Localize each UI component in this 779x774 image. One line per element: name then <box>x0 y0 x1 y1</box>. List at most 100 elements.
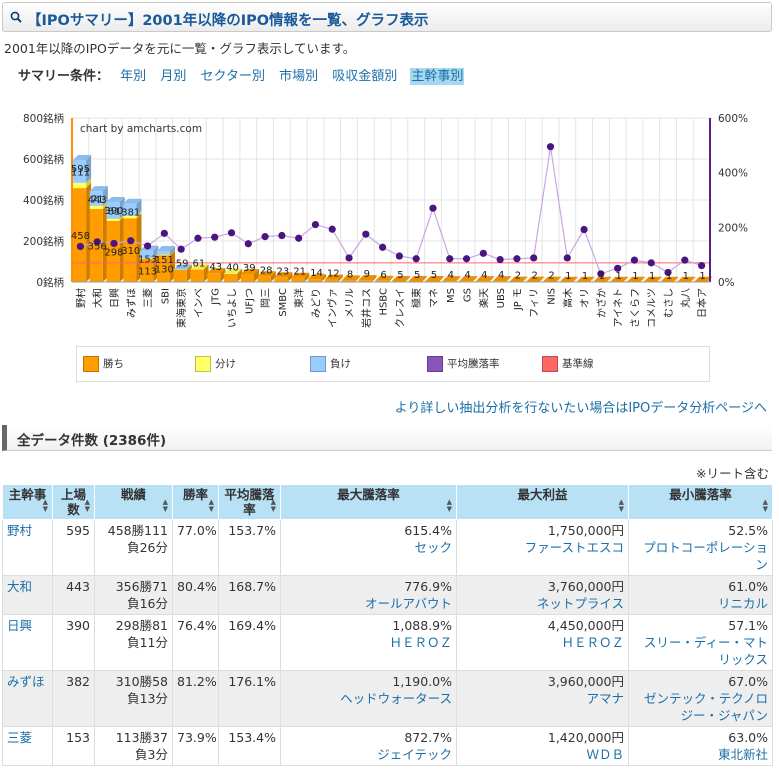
company-link[interactable]: アマナ <box>586 691 624 706</box>
bar-side <box>522 276 528 282</box>
bar-top <box>694 276 713 282</box>
bar-side <box>153 245 159 259</box>
underwriter-link[interactable]: 日興 <box>7 618 33 633</box>
legend-item-lose: 負け <box>310 356 351 372</box>
average-point <box>546 143 555 151</box>
sort-icon[interactable]: ▲ ▼ <box>446 498 452 513</box>
bar-segment <box>140 250 154 259</box>
bar-top <box>526 276 545 282</box>
average-point <box>93 238 101 246</box>
underwriter-link[interactable]: 大和 <box>7 579 33 594</box>
condition-link-absorb[interactable]: 吸収金額別 <box>332 69 398 84</box>
col-header-underwriter[interactable]: 主幹事 ▲ ▼ <box>2 484 53 520</box>
company-link[interactable]: 東北新社 <box>717 747 768 762</box>
max-rate-cell: 872.7% ジェイテック <box>280 726 457 766</box>
bar-total-label: 390 <box>104 206 123 217</box>
sort-icon[interactable]: ▲ ▼ <box>42 498 48 513</box>
bar-top <box>492 276 511 282</box>
col-header-record[interactable]: 戦績 ▲ ▼ <box>94 484 173 520</box>
bar-total-label: 9 <box>364 269 370 280</box>
underwriter-link[interactable]: 三菱 <box>7 730 33 745</box>
bar-top <box>610 276 629 282</box>
company-link[interactable]: プロトコーポレーション <box>643 540 768 572</box>
col-header-min-rate[interactable]: 最小騰落率 ▲ ▼ <box>628 484 773 520</box>
condition-link-sector[interactable]: セクター別 <box>200 69 265 84</box>
win-rate-cell: 77.0% <box>172 519 219 576</box>
summary-conditions: サマリー条件： 年別 月別 セクター別 市場別 吸収金額別 主幹事別 <box>18 65 472 85</box>
company-link[interactable]: ＷＤＢ <box>586 747 624 762</box>
bar-total-label: 1 <box>699 271 705 282</box>
bar-segment <box>173 269 187 282</box>
chart-credit: chart by amcharts.com <box>80 123 202 135</box>
col-header-max-profit[interactable]: 最大利益 ▲ ▼ <box>456 484 629 520</box>
company-link[interactable]: ＨＥＲＯＺ <box>561 635 624 650</box>
category-label: クレスイ <box>394 288 406 328</box>
average-point <box>328 225 336 233</box>
company-link[interactable]: ネットプライス <box>536 596 624 611</box>
bar-top <box>375 275 394 281</box>
company-link[interactable]: ファーストエスコ <box>524 540 624 555</box>
company-link[interactable]: スリー・ディー・マトリックス <box>643 635 768 667</box>
company-link[interactable]: ジェイテック <box>377 747 452 762</box>
company-link[interactable]: リニカル <box>717 596 768 611</box>
bar-segment <box>274 277 288 282</box>
underwriter-link[interactable]: みずほ <box>7 674 45 689</box>
col-header-win-rate[interactable]: 勝率 ▲ ▼ <box>172 484 219 520</box>
bar-top <box>190 264 209 270</box>
bar-top <box>408 275 427 281</box>
average-point <box>311 221 320 229</box>
bar-side <box>136 210 142 219</box>
col-header-average[interactable]: 平均騰落率 ▲ ▼ <box>218 484 281 520</box>
col-header-max-rate[interactable]: 最大騰落率 ▲ ▼ <box>280 484 457 520</box>
average-cell: 169.4% <box>218 614 281 671</box>
bar-total-label: 2 <box>532 271 538 282</box>
count-cell: 390 <box>52 614 95 671</box>
condition-link-market[interactable]: 市場別 <box>279 69 319 84</box>
bar-side <box>556 276 562 282</box>
bar-side <box>589 276 595 282</box>
bar-top <box>425 275 444 281</box>
average-point <box>295 234 303 242</box>
sort-icon[interactable]: ▲ ▼ <box>162 498 168 513</box>
bar-segment <box>375 280 389 282</box>
bar-total-label: 8 <box>347 269 353 280</box>
sort-icon[interactable]: ▲ ▼ <box>84 498 90 513</box>
bar-side <box>287 272 293 282</box>
company-link[interactable]: ＨＥＲＯＺ <box>389 635 452 650</box>
average-point <box>412 255 420 263</box>
bar-side <box>623 276 629 282</box>
condition-link-month[interactable]: 月別 <box>160 69 187 84</box>
bar-total-label: 1 <box>615 271 621 282</box>
bar-side <box>270 271 276 282</box>
max-profit-cell: 3,960,000円 アマナ <box>456 670 629 727</box>
page-header: 【IPOサマリー】2001年以降のIPO情報を一覧、グラフ表示 <box>2 2 772 32</box>
company-link[interactable]: ゼンテック・テクノロジー・ジャパン <box>643 691 768 723</box>
category-label: メリル <box>345 288 356 318</box>
bar-total-label: 1 <box>683 271 689 282</box>
bar-total-label: 39 <box>243 263 256 274</box>
col-header-count[interactable]: 上場数 ▲ ▼ <box>52 484 95 520</box>
average-point <box>76 242 84 251</box>
bar-total-label: 6 <box>380 270 386 281</box>
company-link[interactable]: オールアバウト <box>364 596 452 611</box>
ipo-analysis-link[interactable]: より詳しい抽出分析を行ないたい場合はIPOデータ分析ページへ <box>394 401 767 416</box>
average-point <box>345 254 353 262</box>
bar-side <box>421 275 427 282</box>
company-link[interactable]: セック <box>414 540 452 555</box>
bar-top <box>392 275 411 281</box>
bar-side <box>170 246 176 255</box>
record-cell: 310勝58 負13分 <box>94 670 173 727</box>
average-point <box>211 233 219 241</box>
average-point <box>278 231 286 240</box>
condition-link-year[interactable]: 年別 <box>120 69 147 84</box>
condition-link-underwriter[interactable]: 主幹事別 <box>410 68 465 85</box>
sort-icon[interactable]: ▲ ▼ <box>618 498 624 513</box>
bar-segment <box>89 191 103 206</box>
sort-icon[interactable]: ▲ ▼ <box>762 498 768 513</box>
count-cell: 382 <box>52 670 95 727</box>
sort-icon[interactable]: ▲ ▼ <box>270 498 276 513</box>
underwriter-link[interactable]: 野村 <box>7 523 33 538</box>
sort-icon[interactable]: ▲ ▼ <box>208 498 214 513</box>
company-link[interactable]: ヘッドウォータース <box>340 691 452 706</box>
category-label: JTG <box>211 288 222 306</box>
